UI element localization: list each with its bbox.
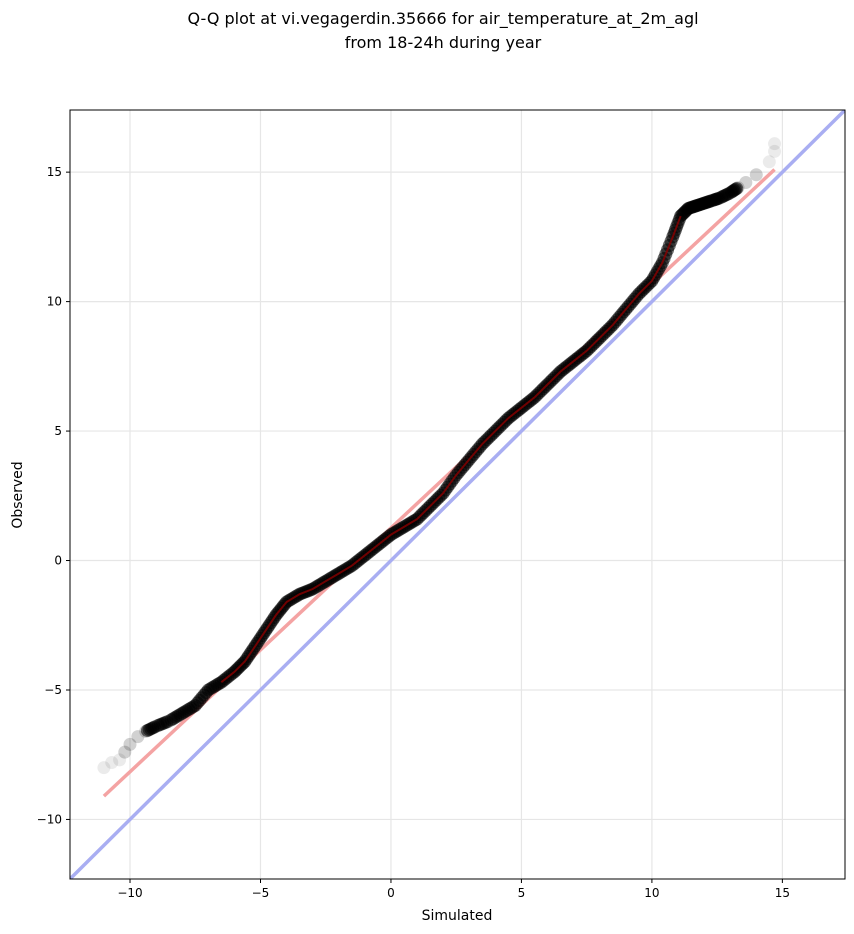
y-tick-label: 0 [54, 554, 62, 568]
y-tick-label: −10 [37, 812, 62, 826]
qq-point [118, 745, 132, 759]
x-tick-label: −5 [252, 886, 270, 900]
grid-lines [70, 110, 845, 879]
qq-point [105, 755, 119, 769]
inner-quantile-trace [220, 215, 682, 683]
x-tick-label: 0 [387, 886, 395, 900]
y-tick-label: 5 [54, 424, 62, 438]
qq-point [762, 155, 776, 169]
y-tick-label: 15 [47, 165, 62, 179]
qq-point [731, 181, 745, 195]
chart-title: Q-Q plot at vi.vegagerdin.35666 for air_… [187, 9, 698, 29]
qq-point [123, 737, 137, 751]
qq-point [730, 182, 744, 196]
y-tick-label: −5 [44, 683, 62, 697]
x-tick-label: −10 [117, 886, 142, 900]
axis-ticks: −10 −5 0 5 10 15 −10 −5 0 5 10 15 [37, 165, 790, 900]
y-axis-label: Observed [10, 461, 26, 528]
x-tick-label: 15 [775, 886, 790, 900]
x-tick-label: 10 [644, 886, 659, 900]
x-tick-label: 5 [518, 886, 526, 900]
qq-point [768, 144, 782, 158]
qq-point [131, 730, 145, 744]
qq-point [97, 761, 111, 775]
plot-frame [69, 109, 846, 880]
qq-point [768, 137, 782, 151]
chart-subtitle: from 18-24h during year [345, 33, 542, 52]
y-tick-label: 10 [47, 295, 62, 309]
identity-line [70, 110, 845, 879]
data-points [97, 137, 782, 775]
reference-lines [70, 110, 845, 879]
qq-point [739, 175, 753, 189]
qq-point [749, 168, 763, 182]
x-axis-label: Simulated [422, 908, 493, 924]
qq-point [113, 753, 127, 767]
